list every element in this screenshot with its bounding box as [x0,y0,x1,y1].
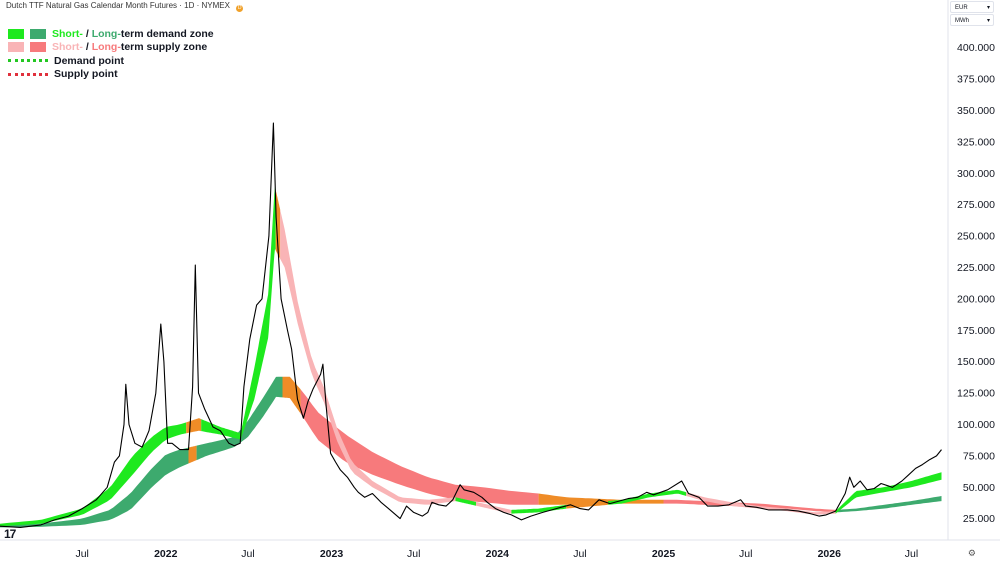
x-tick-label: 2024 [486,548,510,560]
y-tick-label: 200.000 [957,293,995,305]
x-tick-label: Jul [241,548,254,560]
x-tick-label: Jul [407,548,420,560]
x-tick-label: Jul [573,548,586,560]
legend: Short- / Long-term demand zone Short- / … [8,27,214,81]
x-tick-label: 2025 [652,548,676,560]
demand-point-swatch [8,59,48,63]
supply-point-swatch [8,72,48,76]
legend-demand-suffix: term demand zone [120,27,214,40]
x-tick-label: 2022 [154,548,178,560]
price-layer [0,122,942,528]
y-tick-label: 300.000 [957,168,995,180]
long-term-demand-zone [0,447,189,528]
tradingview-logo-icon[interactable]: 17 [4,527,16,541]
unit-label: MWh [955,18,969,24]
short-term-supply-zone [476,501,512,514]
chart-title: Dutch TTF Natural Gas Calendar Month Fut… [6,1,244,12]
legend-demand-long: Long- [91,27,121,40]
short-term-demand-zone [511,504,567,514]
zone-layer [0,186,942,528]
legend-supply-suffix: term supply zone [120,41,208,54]
instrument-title: Dutch TTF Natural Gas Calendar Month Fut… [6,1,230,10]
status-dot-icon: D [236,5,244,12]
short-term-demand-zone [201,398,248,440]
x-tick-label: Jul [905,548,918,560]
legend-demand-sep: / [82,27,92,40]
short-demand-swatch [8,28,24,39]
short-term-transition-zone [275,189,281,259]
legend-supply-short: Short- [52,41,83,54]
short-term-demand-zone [248,186,276,419]
long-term-transition-zone [282,376,301,414]
y-tick-label: 75.000 [963,450,995,462]
legend-supply-long: Long- [91,41,121,54]
legend-supply-point-label: Supply point [54,68,118,81]
long-term-demand-zone [196,376,283,461]
short-term-supply-zone [686,492,836,515]
currency-label: EUR [955,5,968,11]
y-tick-label: 375.000 [957,74,995,86]
legend-demand-zone: Short- / Long-term demand zone [8,27,214,41]
y-tick-label: 350.000 [957,105,995,117]
long-term-transition-zone [188,445,197,464]
y-tick-label: 125.000 [957,388,995,400]
long-supply-swatch [30,42,46,53]
y-tick-label: 250.000 [957,231,995,243]
currency-select[interactable]: EUR ▾ [950,1,994,13]
y-tick-label: 225.000 [957,262,995,274]
legend-supply-zone: Short- / Long-term supply zone [8,41,214,55]
y-tick-label: 175.000 [957,325,995,337]
legend-demand-short: Short- [52,27,83,40]
y-tick-label: 150.000 [957,356,995,368]
legend-supply-sep: / [82,41,92,54]
x-tick-label: Jul [75,548,88,560]
settings-icon[interactable]: ⚙ [967,548,976,558]
x-tick-label: 2023 [320,548,344,560]
price-axis[interactable]: 25.000 50.000 75.000 100.000 125.000 150.000 1… [957,42,995,525]
long-demand-swatch [30,28,46,39]
short-term-transition-zone [566,501,609,509]
y-tick-label: 100.000 [957,419,995,431]
short-term-demand-zone [0,422,187,527]
time-axis[interactable]: Jul 2022 Jul 2023 Jul 2024 Jul 2025 Jul 2026 Jul [75,548,918,560]
y-tick-label: 325.000 [957,136,995,148]
chevron-down-icon: ▾ [986,18,990,24]
short-term-transition-zone [186,418,202,434]
long-term-supply-zone [663,499,838,513]
long-term-transition-zone [538,493,664,505]
chevron-down-icon: ▾ [986,5,990,11]
legend-supply-point: Supply point [8,68,214,82]
short-term-demand-zone [835,472,942,514]
y-tick-label: 25.000 [963,513,995,525]
short-term-demand-zone [608,489,687,505]
y-tick-label: 275.000 [957,199,995,211]
short-term-demand-zone [455,497,476,506]
short-term-supply-zone [280,209,456,505]
legend-demand-point-label: Demand point [54,54,124,67]
long-term-supply-zone [300,389,539,505]
unit-select[interactable]: MWh ▾ [950,14,994,26]
y-tick-label: 50.000 [963,482,995,494]
y-tick-label: 400.000 [957,42,995,54]
price-line [0,122,942,528]
short-supply-swatch [8,42,24,53]
x-tick-label: 2026 [818,548,842,560]
legend-demand-point: Demand point [8,54,214,68]
x-tick-label: Jul [739,548,752,560]
long-term-demand-zone [837,496,942,513]
